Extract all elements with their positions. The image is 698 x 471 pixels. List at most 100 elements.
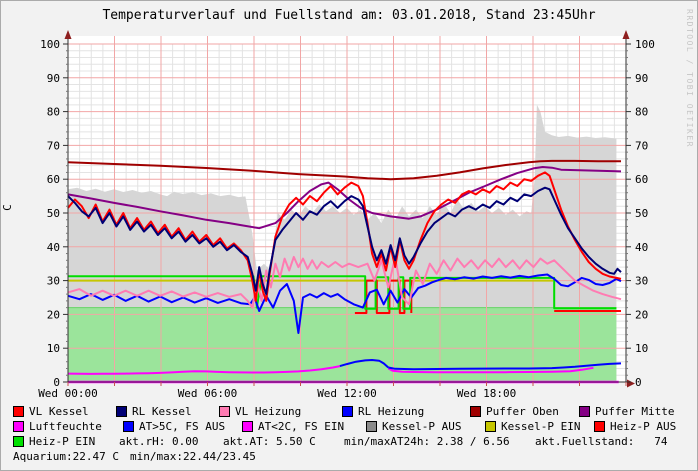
- legend-item: Heiz-P EIN: [13, 435, 119, 448]
- legend-label: min/max:22.44/23.45: [130, 450, 256, 463]
- legend-item: AT>5C, FS AUS: [123, 420, 242, 433]
- legend-row: Heiz-P EIN akt.rH: 0.00 akt.AT: 5.50 C min/…: [13, 434, 697, 449]
- y-tick-label-left: 80: [47, 106, 60, 119]
- legend-swatch-icon: [579, 406, 590, 417]
- legend-label: akt.AT: 5.50 C: [223, 435, 316, 448]
- legend-item: AT<2C, FS EIN: [242, 420, 366, 433]
- legend-label: Heiz-P AUS: [610, 420, 677, 433]
- legend-swatch-icon: [242, 421, 253, 432]
- legend: VL Kessel RL Kessel VL Heizung RL Heizung Pu…: [13, 404, 697, 464]
- legend-item: VL Heizung: [219, 405, 342, 418]
- graph-title: Temperaturverlauf und Fuellstand am: 03.…: [102, 8, 596, 23]
- legend-item: Kessel-P EIN: [485, 420, 594, 433]
- legend-label: Puffer Oben: [486, 405, 559, 418]
- y-tick-label-right: 0: [635, 376, 642, 389]
- y-tick-label-left: 0: [53, 376, 60, 389]
- arrow-up-left: [64, 30, 72, 39]
- y-tick-label-right: 50: [635, 207, 648, 220]
- arrow-up-right: [622, 30, 630, 39]
- legend-row: Aquarium:22.47 C min/max:22.44/23.45: [13, 449, 697, 464]
- legend-swatch-icon: [13, 406, 24, 417]
- x-tick-label: Wed 12:00: [317, 387, 377, 400]
- legend-item: VL Kessel: [13, 405, 116, 418]
- legend-label: Heiz-P EIN: [29, 435, 96, 448]
- x-tick-label: Wed 18:00: [457, 387, 517, 400]
- legend-swatch-icon: [116, 406, 127, 417]
- legend-item: Heiz-P AUS: [594, 420, 697, 433]
- legend-swatch-icon: [219, 406, 230, 417]
- legend-swatch-icon: [594, 421, 605, 432]
- y-tick-label-right: 70: [635, 139, 648, 152]
- legend-label: Kessel-P EIN: [501, 420, 581, 433]
- y-tick-label-left: 100: [40, 38, 60, 51]
- legend-label: AT>5C, FS AUS: [139, 420, 226, 433]
- legend-swatch-icon: [342, 406, 353, 417]
- legend-item: min/maxAT24h: 2.38 / 6.56: [344, 435, 535, 448]
- legend-item: Puffer Oben: [470, 405, 579, 418]
- legend-label: AT<2C, FS EIN: [258, 420, 345, 433]
- y-tick-label-left: 60: [47, 173, 60, 186]
- series-rl-kessel: [67, 186, 622, 296]
- legend-label: Luftfeuchte: [29, 420, 102, 433]
- series-at-5c-fs-aus: [388, 362, 622, 371]
- legend-item: Kessel-P AUS: [366, 420, 485, 433]
- legend-swatch-icon: [13, 421, 24, 432]
- legend-label: RL Kessel: [132, 405, 192, 418]
- legend-label: min/maxAT24h: 2.38 / 6.56: [344, 435, 510, 448]
- legend-item: Puffer Mitte: [579, 405, 697, 418]
- legend-row: VL Kessel RL Kessel VL Heizung RL Heizung Pu…: [13, 404, 697, 419]
- y-tick-label-left: 50: [47, 207, 60, 220]
- legend-item: akt.AT: 5.50 C: [223, 435, 344, 448]
- legend-item: akt.rH: 0.00: [119, 435, 223, 448]
- arrow-right-x-axis: [627, 379, 635, 388]
- area-heiz-p-ein-flaeche: [68, 307, 617, 382]
- legend-item: RL Kessel: [116, 405, 219, 418]
- legend-item: min/max:22.44/23.45: [130, 450, 330, 463]
- rrdtool-watermark: RRDTOOL / TOBI OETIKER: [685, 9, 694, 148]
- legend-label: Aquarium:22.47 C: [13, 450, 119, 463]
- legend-label: VL Heizung: [235, 405, 302, 418]
- y-tick-label-right: 80: [635, 106, 648, 119]
- legend-item: Aquarium:22.47 C: [13, 450, 130, 463]
- y-tick-label-left: 20: [47, 308, 60, 321]
- legend-label: akt.Fuellstand: 74: [535, 435, 668, 448]
- series-at-2c-fs-ein: [387, 366, 594, 374]
- legend-swatch-icon: [123, 421, 134, 432]
- series-puffer-oben: [67, 159, 621, 181]
- legend-swatch-icon: [470, 406, 481, 417]
- legend-item: RL Heizung: [342, 405, 470, 418]
- y-tick-label-right: 40: [635, 241, 648, 254]
- x-tick-label: Wed 06:00: [178, 387, 238, 400]
- legend-item: akt.Fuellstand: 74: [535, 435, 695, 448]
- y-tick-label-left: 70: [47, 139, 60, 152]
- legend-label: RL Heizung: [358, 405, 425, 418]
- y-tick-label-right: 60: [635, 173, 648, 186]
- series-vl-kessel: [67, 171, 622, 302]
- y-tick-label-right: 90: [635, 72, 648, 85]
- y-tick-label-right: 100: [635, 38, 655, 51]
- legend-label: akt.rH: 0.00: [119, 435, 199, 448]
- y-tick-label-right: 30: [635, 275, 648, 288]
- y-tick-label-right: 10: [635, 342, 648, 355]
- x-tick-label: Wed 00:00: [38, 387, 98, 400]
- legend-swatch-icon: [366, 421, 377, 432]
- series-at-5c-fs-aus: [339, 359, 389, 369]
- legend-swatch-icon: [485, 421, 496, 432]
- series-at-2c-fs-ein: [67, 365, 341, 375]
- y-axis-label: C: [0, 204, 14, 211]
- legend-label: Puffer Mitte: [595, 405, 675, 418]
- legend-row: Luftfeuchte AT>5C, FS AUS AT<2C, FS EIN Kes…: [13, 419, 697, 434]
- legend-swatch-icon: [13, 436, 24, 447]
- y-tick-label-left: 10: [47, 342, 60, 355]
- y-tick-label-left: 40: [47, 241, 60, 254]
- legend-label: Kessel-P AUS: [382, 420, 462, 433]
- series-vl-heizung: [67, 255, 622, 309]
- legend-label: VL Kessel: [29, 405, 89, 418]
- y-tick-label-left: 90: [47, 72, 60, 85]
- series-puffer-mitte: [67, 166, 622, 230]
- y-tick-label-left: 30: [47, 275, 60, 288]
- series-rl-heizung: [67, 273, 622, 334]
- legend-item: Luftfeuchte: [13, 420, 123, 433]
